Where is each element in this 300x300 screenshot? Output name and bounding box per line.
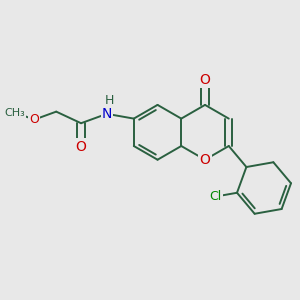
Text: O: O bbox=[200, 153, 211, 167]
Text: Cl: Cl bbox=[209, 190, 221, 203]
Text: N: N bbox=[102, 107, 112, 121]
Text: O: O bbox=[200, 73, 211, 87]
Text: O: O bbox=[76, 140, 86, 154]
Text: H: H bbox=[104, 94, 114, 107]
Text: O: O bbox=[29, 113, 39, 126]
Text: CH₃: CH₃ bbox=[4, 108, 26, 118]
